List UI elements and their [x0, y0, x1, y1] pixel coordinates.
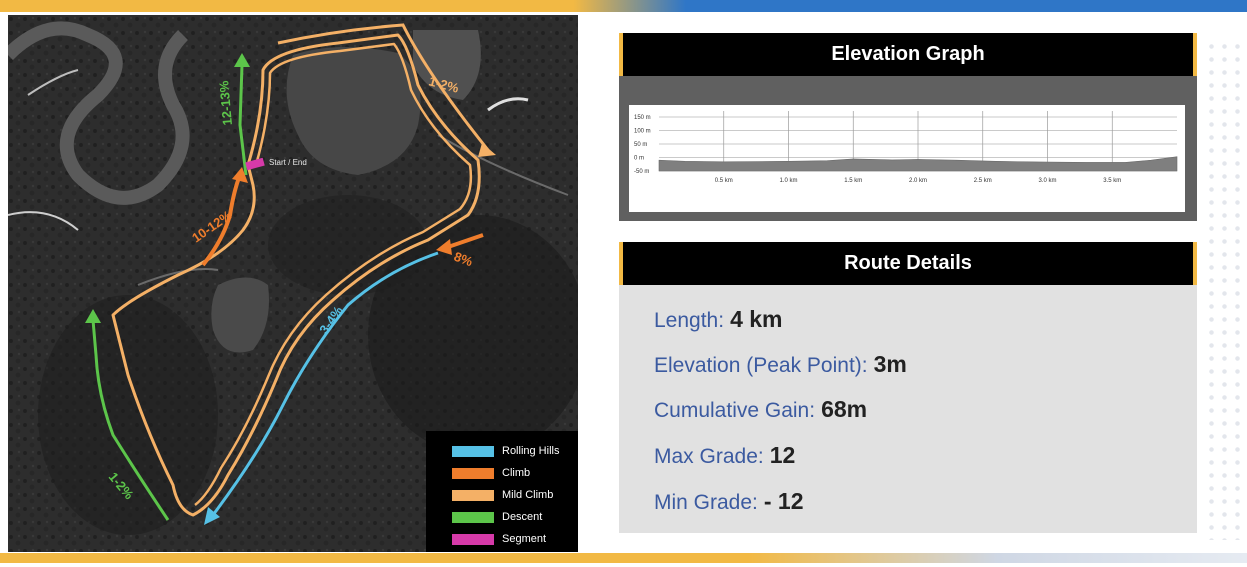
map-canvas: Start / End 12-13% 1-2% 10-12% 8% 3-4% 1… [8, 15, 578, 552]
x-tick-label: 1.0 km [779, 178, 797, 184]
route-descent-south [91, 319, 170, 521]
elevation-chart-svg: 150 m 100 m 50 m 0 m -50 m 0.5 km 1.0 km 1.5 km… [634, 111, 1178, 184]
x-tick-label: 0.5 km [715, 178, 733, 184]
grade-label-climb-east: 8% [452, 249, 475, 270]
legend-swatch [452, 511, 494, 523]
grade-label-descent-north: 12-13% [216, 80, 235, 126]
x-tick-label: 3.5 km [1103, 178, 1121, 184]
legend-item-climb: Climb [452, 464, 530, 482]
start-end-label: Start / End [269, 158, 307, 167]
detail-elevation-peak: Elevation (Peak Point): 3m [654, 351, 907, 377]
x-tick-label: 2.5 km [974, 178, 992, 184]
route-rolling-hills [211, 251, 439, 516]
legend-item-descent: Descent [452, 508, 542, 526]
detail-length: Length: 4 km [654, 306, 783, 332]
route-mild-climb [111, 33, 481, 517]
y-tick-label: 0 m [634, 156, 644, 162]
legend-item-segment: Segment [452, 530, 546, 548]
top-accent-bar [0, 0, 1247, 12]
route-descent-north [238, 64, 248, 176]
route-climb-west [201, 174, 242, 267]
start-end-segment [245, 157, 265, 171]
x-tick-label: 2.0 km [909, 178, 927, 184]
detail-min-grade: Min Grade: - 12 [654, 488, 804, 514]
route-climb-east [447, 233, 484, 249]
detail-cumulative-gain: Cumulative Gain: 68m [654, 396, 868, 422]
legend-item-mild-climb: Mild Climb [452, 486, 553, 504]
map-legend: Rolling Hills Climb Mild Climb Descent S… [426, 431, 578, 552]
elevation-graph-title: Elevation Graph [619, 33, 1197, 76]
y-tick-label: 50 m [634, 142, 647, 148]
y-tick-label: 150 m [634, 115, 651, 121]
legend-swatch [452, 467, 494, 479]
route-details-title: Route Details [619, 242, 1197, 285]
lake-south [211, 277, 269, 353]
legend-item-rolling-hills: Rolling Hills [452, 442, 559, 460]
route-map: Start / End 12-13% 1-2% 10-12% 8% 3-4% 1… [8, 15, 578, 552]
lake-north [286, 46, 421, 175]
elevation-graph-panel: Elevation Graph 150 m 100 m 50 m 0 m -50 m 0.… [619, 33, 1197, 221]
detail-max-grade: Max Grade: 12 [654, 442, 796, 468]
legend-swatch [452, 445, 494, 457]
elevation-chart: 150 m 100 m 50 m 0 m -50 m 0.5 km 1.0 km 1.5 km… [629, 105, 1185, 212]
route-details-panel: Route Details Length: 4 km Elevation (Pe… [619, 242, 1197, 533]
legend-swatch [452, 533, 494, 545]
bottom-accent-bar [0, 553, 1247, 563]
legend-swatch [452, 489, 494, 501]
y-tick-label: -50 m [634, 169, 649, 175]
x-tick-label: 1.5 km [844, 178, 862, 184]
y-tick-label: 100 m [634, 129, 651, 135]
river [8, 21, 190, 205]
elevation-area [658, 156, 1178, 172]
x-tick-label: 3.0 km [1038, 178, 1056, 184]
dot-pattern [1205, 40, 1245, 540]
